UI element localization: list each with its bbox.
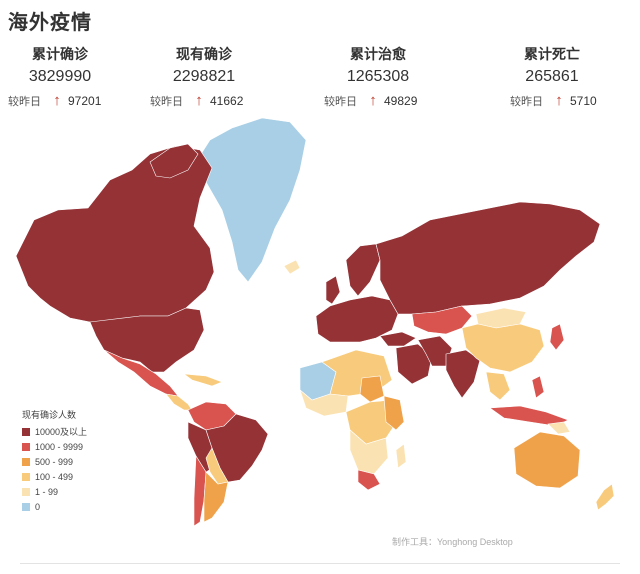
delta-total-confirmed: 较昨日 ↑ 97201	[8, 92, 101, 109]
country-madagascar[interactable]	[395, 443, 407, 469]
delta-current-confirmed: 较昨日 ↑ 41662	[150, 92, 243, 109]
legend-label: 0	[35, 501, 41, 512]
legend-swatch	[22, 502, 30, 511]
stat-value: 1265308	[346, 68, 410, 85]
country-central-america[interactable]	[165, 393, 193, 411]
legend-swatch	[22, 487, 30, 496]
map-legend: 现有确诊人数 10000及以上 1000 - 9999 500 - 999 100 -…	[22, 408, 87, 514]
country-japan[interactable]	[549, 323, 565, 351]
country-china[interactable]	[461, 323, 545, 373]
country-sudan[interactable]	[359, 375, 385, 403]
page-title: 海外疫情	[8, 12, 92, 34]
delta-value: 49829	[384, 94, 418, 108]
delta-label: 较昨日	[510, 96, 543, 108]
country-new-zealand[interactable]	[595, 483, 615, 511]
delta-value: 97201	[68, 94, 102, 108]
legend-label: 1000 - 9999	[35, 441, 84, 452]
legend-item[interactable]: 1 - 99	[22, 484, 87, 499]
delta-total-recovered: 较昨日 ↑ 49829	[324, 92, 417, 109]
country-turkey[interactable]	[379, 331, 417, 347]
delta-total-deaths: 较昨日 ↑ 5710	[510, 92, 597, 109]
stat-value: 3829990	[28, 68, 92, 85]
delta-label: 较昨日	[150, 96, 183, 108]
stat-total-deaths: 累计死亡 265861	[492, 44, 612, 86]
country-uk[interactable]	[325, 275, 341, 305]
arrow-up-icon: ↑	[369, 92, 377, 109]
country-canada[interactable]	[15, 145, 215, 323]
stat-total-confirmed: 累计确诊 3829990	[0, 44, 120, 86]
legend-label: 100 - 499	[35, 471, 74, 482]
delta-label: 较昨日	[324, 96, 357, 108]
legend-label: 10000及以上	[35, 427, 88, 437]
legend-swatch	[22, 427, 30, 436]
legend-label: 500 - 999	[35, 456, 74, 467]
world-map	[15, 117, 615, 527]
arrow-up-icon: ↑	[195, 92, 203, 109]
country-arctic-islands[interactable]	[149, 143, 199, 179]
stat-total-recovered: 累计治愈 1265308	[318, 44, 438, 86]
country-argentina[interactable]	[203, 471, 229, 523]
legend-title: 现有确诊人数	[22, 410, 77, 420]
legend-swatch	[22, 442, 30, 451]
country-philippines[interactable]	[531, 375, 545, 399]
country-iceland[interactable]	[283, 259, 301, 275]
country-greenland[interactable]	[195, 117, 307, 283]
legend-swatch	[22, 472, 30, 481]
country-southeast-asia[interactable]	[485, 371, 511, 401]
legend-item[interactable]: 100 - 499	[22, 469, 87, 484]
divider	[20, 563, 620, 564]
country-east-africa[interactable]	[383, 395, 405, 431]
credit-text: 制作工具：Yonghong Desktop	[392, 537, 513, 547]
country-caribbean[interactable]	[182, 373, 223, 387]
country-europe[interactable]	[315, 295, 399, 343]
stat-value: 2298821	[172, 68, 236, 85]
legend-item[interactable]: 1000 - 9999	[22, 439, 87, 454]
delta-value: 41662	[210, 94, 244, 108]
legend-swatch	[22, 457, 30, 466]
arrow-up-icon: ↑	[53, 92, 61, 109]
country-south-africa[interactable]	[357, 469, 381, 491]
country-southern-africa[interactable]	[349, 429, 389, 475]
country-middle-east[interactable]	[395, 343, 433, 385]
country-russia[interactable]	[375, 201, 601, 315]
country-india[interactable]	[445, 349, 481, 399]
stat-current-confirmed: 现有确诊 2298821	[144, 44, 264, 86]
delta-label: 较昨日	[8, 96, 41, 108]
stat-label: 现有确诊	[176, 46, 232, 62]
legend-item[interactable]: 500 - 999	[22, 454, 87, 469]
stat-label: 累计确诊	[32, 46, 88, 62]
country-west-africa[interactable]	[299, 389, 349, 417]
legend-item[interactable]: 0	[22, 499, 87, 514]
legend-label: 1 - 99	[35, 486, 59, 497]
arrow-up-icon: ↑	[555, 92, 563, 109]
country-australia[interactable]	[513, 431, 581, 489]
country-papua-new-guinea[interactable]	[547, 421, 571, 435]
legend-item[interactable]: 10000及以上	[22, 424, 87, 439]
stat-value: 265861	[525, 68, 579, 85]
delta-value: 5710	[570, 94, 597, 108]
stat-label: 累计死亡	[524, 46, 580, 62]
stat-label: 累计治愈	[350, 46, 406, 62]
country-scandinavia[interactable]	[345, 243, 381, 297]
